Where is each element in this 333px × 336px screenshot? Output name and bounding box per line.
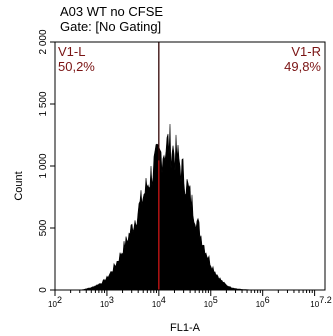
x-tick-label: 103 (100, 295, 114, 309)
x-axis-label: FL1-A (170, 322, 201, 334)
y-tick-label: 500 (38, 219, 49, 236)
chart-subtitle: Gate: [No Gating] (60, 19, 162, 34)
plot-frame (54, 41, 326, 291)
x-tick-label: 102 (48, 295, 62, 309)
x-tick-label: 107.2 (310, 295, 331, 309)
x-tick-label: 106 (256, 295, 270, 309)
histogram-area (55, 123, 325, 291)
gate-right-name: V1-R (291, 44, 321, 59)
gate-right-percent: 49,8% (284, 59, 321, 74)
y-tick-label: 0 (38, 287, 49, 293)
x-tick-label: 105 (204, 295, 218, 309)
y-axis-label: Count (13, 171, 25, 200)
gate-left-name: V1-L (58, 44, 85, 59)
x-tick-label: 104 (152, 295, 166, 309)
y-tick-label: 2 000 (38, 29, 49, 54)
y-tick-label: 1 000 (38, 153, 49, 178)
chart-title: A03 WT no CFSE (60, 4, 164, 19)
y-tick-label: 1 500 (38, 91, 49, 116)
gate-left-percent: 50,2% (58, 59, 95, 74)
